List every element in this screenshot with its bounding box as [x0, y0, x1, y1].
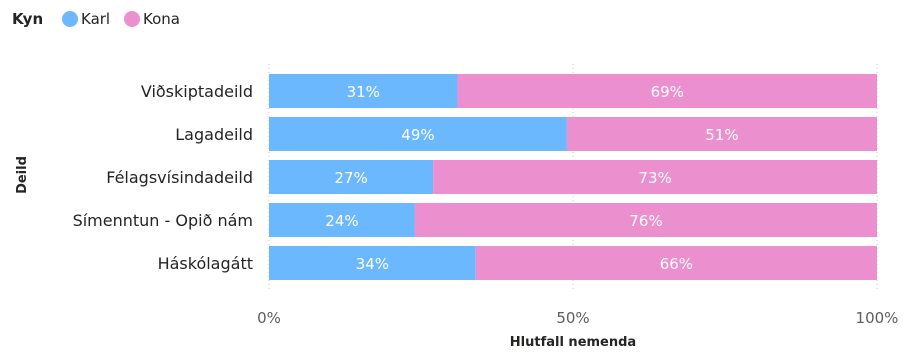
legend-karl-marker [62, 11, 78, 27]
category-label: Viðskiptadeild [141, 82, 253, 101]
category-label: Lagadeild [175, 125, 253, 144]
legend-item-karl[interactable]: Karl [62, 10, 110, 28]
legend-item-kona[interactable]: Kona [124, 10, 180, 28]
x-axis-title: Hlutfall nemenda [510, 335, 636, 350]
category-label: Háskólagátt [158, 254, 253, 273]
legend-karl-label: Karl [81, 10, 111, 28]
x-tick-label: 100% [856, 309, 899, 327]
bars: 31% 69% 49% 51% 27% 73% 24% 76% 34% 66% [269, 74, 877, 280]
data-label: 66% [660, 255, 693, 273]
bar-kona-felagsvisindadeild[interactable] [433, 160, 877, 194]
x-tick-label: 50% [556, 309, 589, 327]
bar-kona-vi-skiptadeild[interactable] [457, 74, 877, 108]
data-label: 73% [638, 169, 671, 187]
bar-kona-simenntun-opi-nam[interactable] [414, 203, 877, 237]
data-label: 51% [705, 126, 738, 144]
data-label: 76% [629, 212, 662, 230]
x-tick-label: 0% [257, 309, 281, 327]
bar-karl-felagsvisindadeild[interactable] [269, 160, 434, 194]
y-axis-title: Deild [15, 156, 30, 194]
legend-title: Kyn [12, 10, 44, 28]
bar-karl-vi-skiptadeild[interactable] [269, 74, 458, 108]
bar-karl-haskolagatt[interactable] [269, 246, 476, 280]
data-label: 24% [325, 212, 358, 230]
category-label: Félagsvísindadeild [106, 168, 253, 187]
x-axis-ticks: 0% 50% 100% [257, 309, 898, 327]
legend-kona-marker [124, 11, 140, 27]
data-label: 31% [347, 83, 380, 101]
bar-kona-lagadeild[interactable] [566, 117, 877, 151]
data-label: 27% [334, 169, 367, 187]
legend-kona-label: Kona [143, 10, 180, 28]
category-label: Símenntun - Opið nám [73, 211, 253, 230]
bar-kona-haskolagatt[interactable] [475, 246, 877, 280]
data-label: 69% [651, 83, 684, 101]
data-label: 49% [401, 126, 434, 144]
category-labels: Viðskiptadeild Lagadeild Félagsvísindadeil… [73, 82, 253, 273]
bar-karl-simenntun-opi-nam[interactable] [269, 203, 415, 237]
bar-karl-lagadeild[interactable] [269, 117, 567, 151]
data-label: 34% [356, 255, 389, 273]
